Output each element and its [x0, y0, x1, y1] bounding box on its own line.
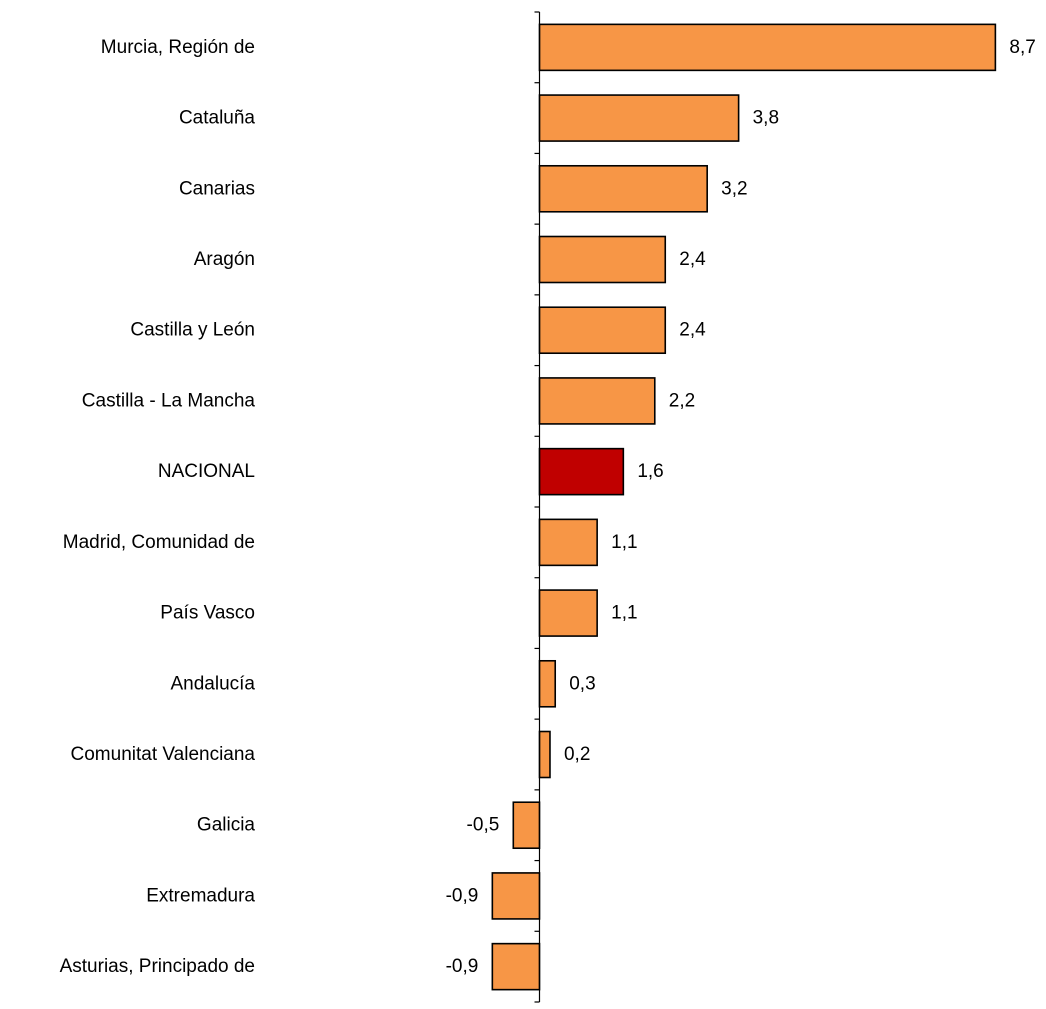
value-label: 2,4	[679, 320, 706, 341]
category-label: Comunitat Valenciana	[71, 744, 256, 765]
value-label: 2,2	[669, 390, 695, 411]
bar-pais-vasco	[538, 589, 598, 637]
bar-castilla-la-mancha	[538, 377, 656, 425]
category-label: Galicia	[197, 815, 256, 836]
category-label: Andalucía	[170, 673, 255, 694]
value-label: 0,2	[564, 744, 590, 765]
category-label: Asturias, Principado de	[60, 956, 255, 977]
bar-aragon	[538, 235, 667, 284]
labels-layer: Murcia, Región de 8,7 Cataluña 3,8 Canarias 3…	[60, 37, 1036, 977]
category-label: Aragón	[194, 249, 255, 270]
value-label: -0,9	[446, 885, 479, 906]
bar-nacional	[538, 447, 625, 496]
category-label: País Vasco	[160, 603, 255, 624]
category-label: Extremadura	[146, 885, 255, 906]
value-label: 3,2	[721, 178, 747, 199]
category-label: Murcia, Región de	[101, 37, 255, 58]
category-label: Canarias	[179, 178, 255, 199]
value-label: 1,1	[611, 603, 637, 624]
bar-murcia-region-de	[538, 23, 997, 72]
value-label: -0,5	[467, 815, 500, 836]
value-label: 2,4	[679, 249, 706, 270]
value-label: 8,7	[1009, 37, 1035, 58]
bar-extremadura	[491, 872, 541, 920]
bar-comunitat-valenciana	[538, 730, 551, 779]
value-label: 0,3	[569, 673, 595, 694]
category-label: Cataluña	[179, 108, 255, 129]
bars-layer	[491, 23, 997, 991]
bar-asturias-principado-de	[491, 942, 541, 991]
category-label: Castilla y León	[130, 320, 255, 341]
bar-andalucia	[538, 659, 557, 708]
bar-cataluna	[538, 94, 740, 142]
bar-canarias	[538, 164, 708, 213]
value-label: 3,8	[753, 108, 779, 129]
value-label: 1,1	[611, 532, 637, 553]
value-label: -0,9	[446, 956, 479, 977]
axis-layer	[534, 11, 541, 1003]
bar-madrid-comunidad-de	[538, 518, 598, 567]
category-label: Castilla - La Mancha	[82, 390, 256, 411]
bar-castilla-y-leon	[538, 306, 667, 355]
value-label: 1,6	[637, 461, 663, 482]
category-label: Madrid, Comunidad de	[63, 532, 255, 553]
bar-galicia	[512, 801, 541, 850]
category-label: NACIONAL	[158, 461, 255, 482]
